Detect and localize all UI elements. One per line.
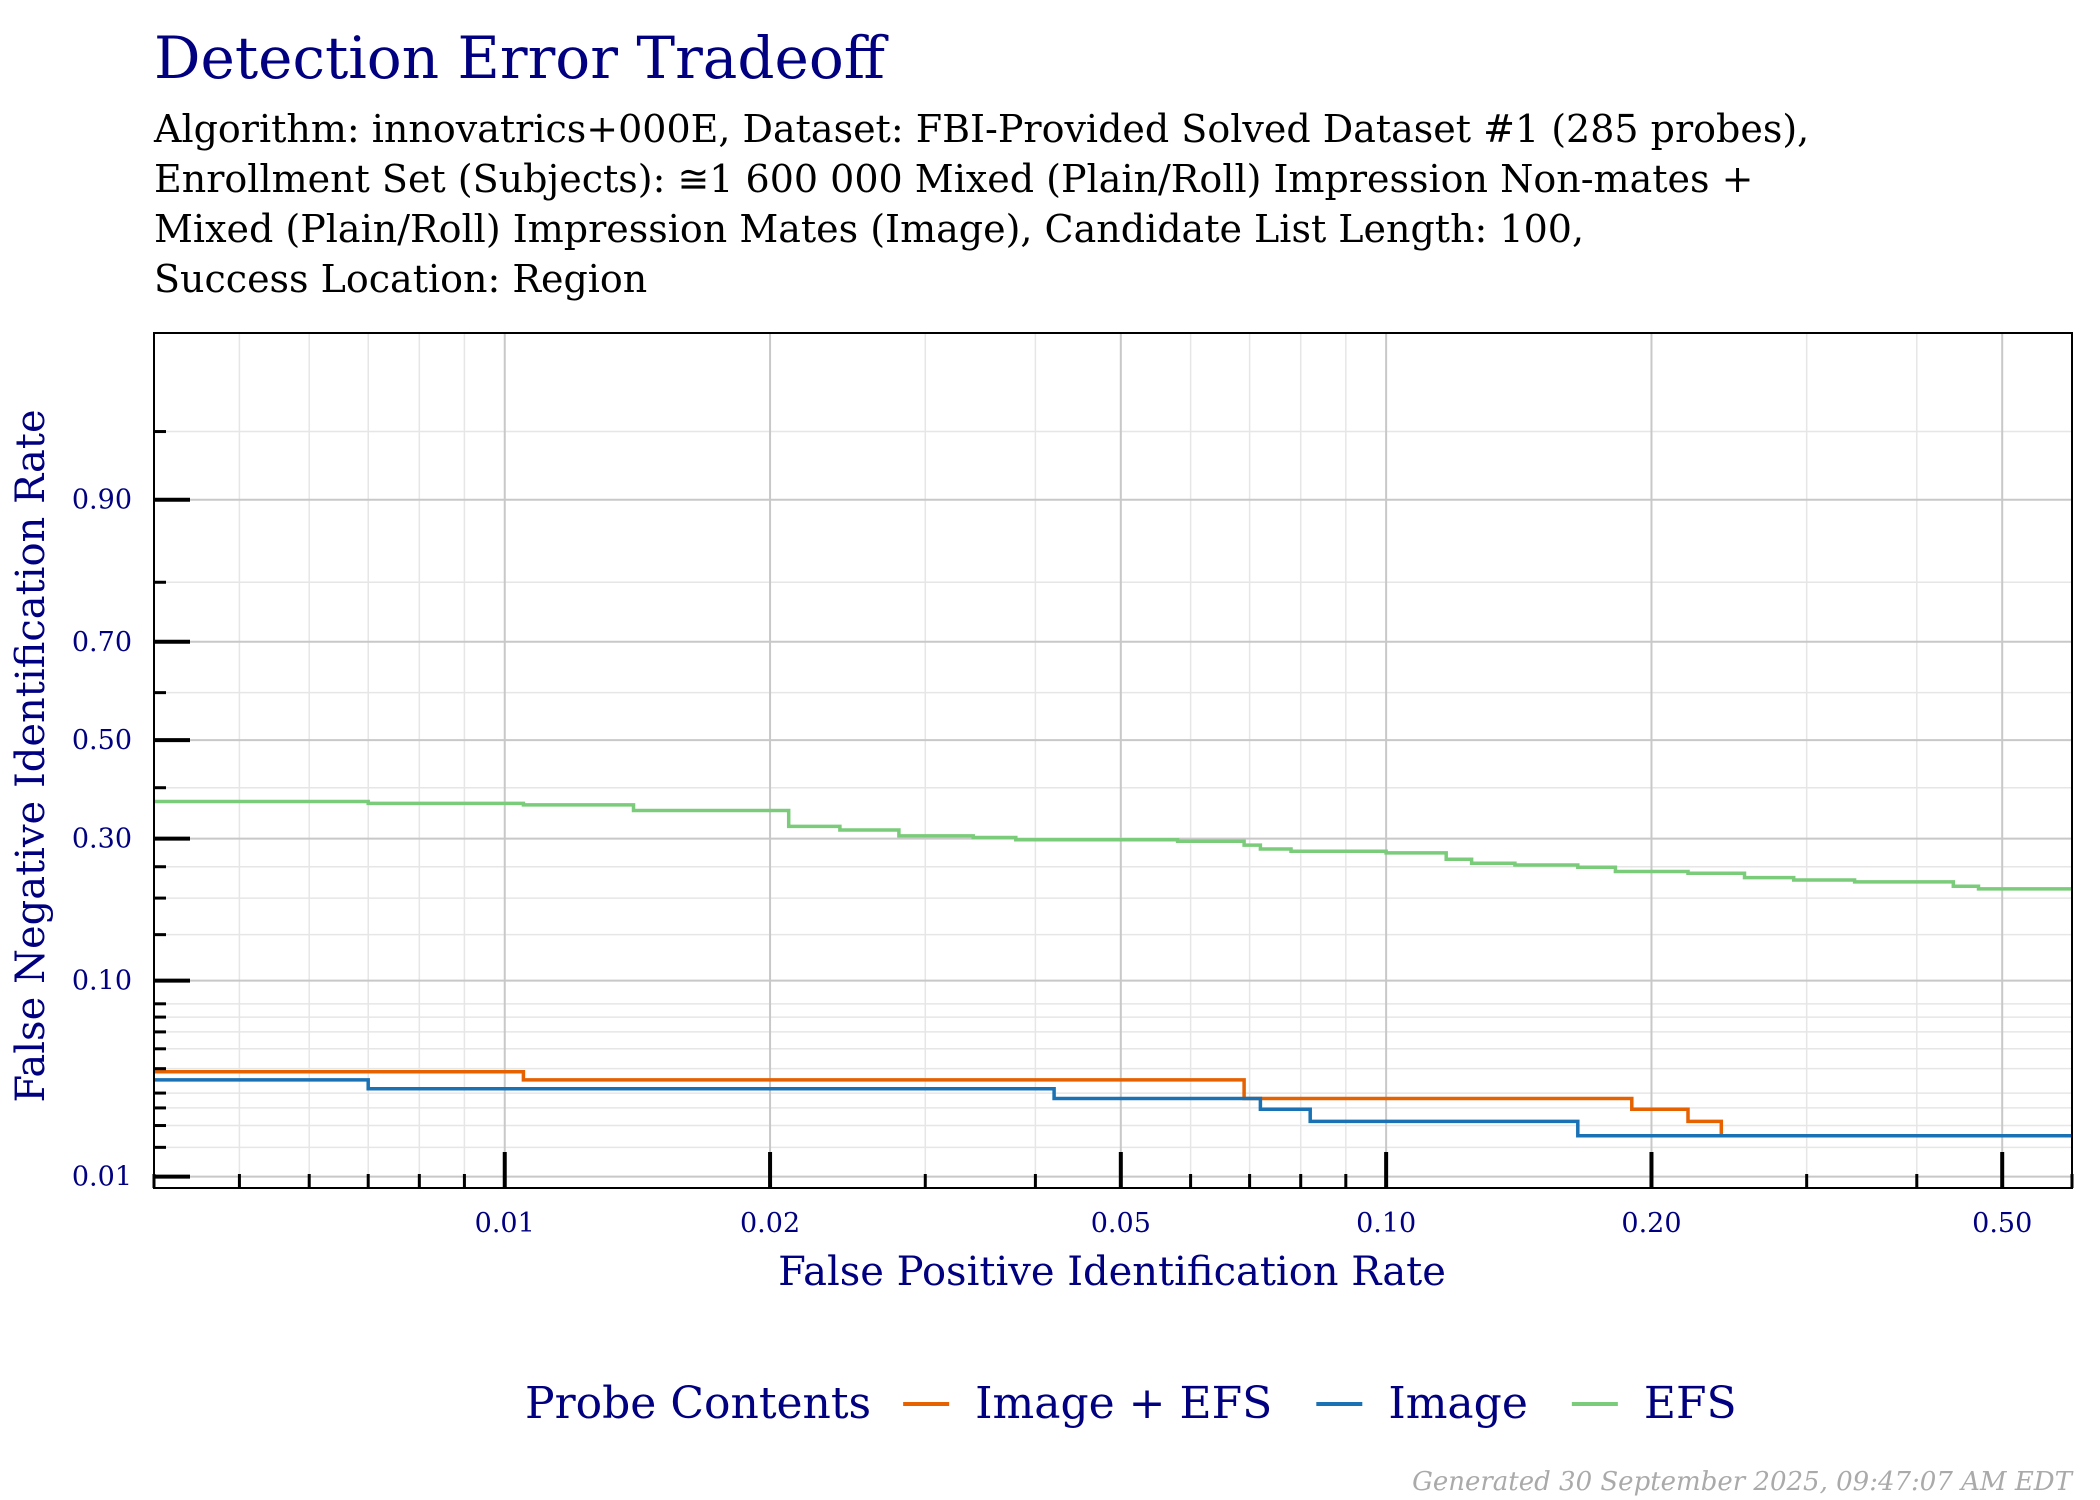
y-axis-title: False Negative Identification Rate <box>8 409 54 1102</box>
x-tick-label: 0.20 <box>1621 1208 1681 1239</box>
x-tick-label: 0.05 <box>1091 1208 1151 1239</box>
major-gridlines <box>154 333 2072 1188</box>
chart-subtitle-line-1: Algorithm: innovatrics+000E, Dataset: FB… <box>153 107 1809 151</box>
x-tick-label: 0.02 <box>740 1208 800 1239</box>
y-tick-label: 0.90 <box>72 485 132 516</box>
y-tick-label: 0.50 <box>72 725 132 756</box>
plot-frame <box>153 332 2073 1189</box>
x-tick-label: 0.01 <box>475 1208 535 1239</box>
minor-gridlines <box>153 333 2073 1188</box>
series-lines <box>154 799 2072 1138</box>
x-tick-label: 0.10 <box>1356 1208 1416 1239</box>
chart-subtitle-line-4: Success Location: Region <box>154 257 647 301</box>
series-line-efs <box>154 799 2072 891</box>
x-tick-label: 0.50 <box>1972 1208 2032 1239</box>
chart-title: Detection Error Tradeoff <box>154 24 889 92</box>
legend-label-image: Image <box>1388 1378 1528 1429</box>
y-tick-label: 0.70 <box>72 627 132 658</box>
chart-subtitle-line-2: Enrollment Set (Subjects): ≅1 600 000 Mi… <box>154 157 1753 201</box>
x-axis-title: False Positive Identification Rate <box>778 1249 1446 1295</box>
legend-label-efs: EFS <box>1644 1378 1737 1429</box>
generated-timestamp: Generated 30 September 2025, 09:47:07 AM… <box>1412 1467 2074 1497</box>
chart-subtitle-line-3: Mixed (Plain/Roll) Impression Mates (Ima… <box>154 207 1584 251</box>
legend: Probe Contents Image + EFS Image EFS <box>525 1378 1737 1429</box>
y-tick-label: 0.30 <box>72 824 132 855</box>
series-line-image <box>154 1078 2072 1138</box>
y-tick-label: 0.10 <box>72 966 132 997</box>
series-line-image-efs <box>154 1070 2072 1138</box>
y-tick-label: 0.01 <box>72 1162 132 1193</box>
legend-title: Probe Contents <box>525 1378 871 1429</box>
legend-label-image-efs: Image + EFS <box>975 1378 1272 1429</box>
tick-labels: 0.01 0.02 0.05 0.10 0.20 0.50 0.01 0.10 0.30 0.50… <box>72 485 2032 1239</box>
axis-ticks <box>152 430 2074 1188</box>
